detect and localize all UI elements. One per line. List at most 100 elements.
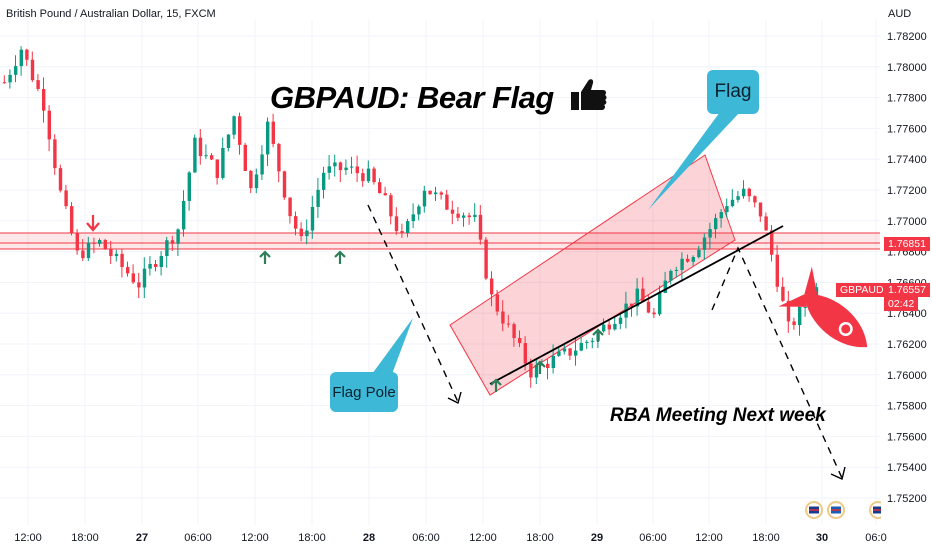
candle[interactable] (456, 207, 460, 222)
candle[interactable] (126, 261, 130, 277)
candle[interactable] (344, 159, 348, 175)
candle[interactable] (635, 278, 639, 316)
candle[interactable] (652, 307, 656, 318)
candle[interactable] (400, 223, 404, 238)
candle[interactable] (187, 170, 191, 211)
candle[interactable] (92, 237, 96, 254)
candle[interactable] (366, 160, 371, 184)
candle[interactable] (120, 248, 124, 278)
candle[interactable] (361, 168, 365, 187)
candle[interactable] (288, 197, 292, 224)
candle[interactable] (702, 233, 707, 260)
candle[interactable] (142, 257, 147, 299)
candle[interactable] (378, 178, 382, 194)
candle[interactable] (299, 222, 303, 242)
candle[interactable] (271, 113, 275, 148)
symbol-title[interactable]: British Pound / Australian Dollar, 15, F… (6, 8, 216, 20)
candle[interactable] (467, 212, 471, 225)
candle[interactable] (333, 154, 337, 177)
candle[interactable] (411, 203, 415, 229)
candle[interactable] (658, 285, 662, 317)
candle[interactable] (131, 264, 135, 284)
candle[interactable] (148, 256, 152, 276)
candle[interactable] (434, 186, 438, 201)
candle[interactable] (316, 177, 320, 218)
candle[interactable] (770, 224, 774, 262)
candle[interactable] (579, 336, 583, 352)
candle[interactable] (618, 313, 623, 330)
candle[interactable] (691, 255, 695, 266)
candle[interactable] (568, 347, 572, 360)
candle[interactable] (736, 191, 740, 203)
candle[interactable] (758, 202, 763, 222)
candle[interactable] (215, 159, 219, 185)
candle[interactable] (198, 128, 203, 165)
candle[interactable] (501, 300, 505, 332)
candle[interactable] (406, 218, 410, 238)
candle[interactable] (792, 317, 796, 330)
candle[interactable] (786, 291, 791, 333)
candle[interactable] (383, 186, 387, 196)
candle[interactable] (562, 344, 567, 355)
candle[interactable] (137, 272, 141, 299)
candle[interactable] (159, 251, 163, 276)
candle[interactable] (512, 322, 516, 347)
candle[interactable] (165, 236, 169, 268)
candle[interactable] (506, 314, 511, 328)
candle[interactable] (742, 180, 746, 199)
candle[interactable] (109, 240, 113, 265)
candle[interactable] (708, 222, 712, 249)
candle[interactable] (193, 134, 197, 173)
candle[interactable] (98, 238, 102, 247)
candle[interactable] (176, 228, 180, 256)
candle[interactable] (775, 245, 779, 293)
candle[interactable] (602, 318, 606, 333)
candle[interactable] (714, 213, 718, 239)
candle[interactable] (641, 277, 645, 303)
candle[interactable] (445, 189, 449, 211)
candle[interactable] (25, 48, 29, 66)
candle[interactable] (495, 290, 499, 316)
candle[interactable] (154, 259, 158, 272)
candle[interactable] (646, 294, 651, 314)
candle[interactable] (19, 46, 23, 76)
candle[interactable] (781, 277, 785, 302)
candle[interactable] (103, 238, 107, 250)
candle[interactable] (114, 249, 119, 262)
candle[interactable] (210, 153, 214, 160)
candle[interactable] (81, 239, 85, 262)
candle[interactable] (2, 75, 7, 84)
candle[interactable] (36, 74, 40, 92)
candle[interactable] (534, 358, 539, 385)
candle[interactable] (14, 55, 18, 83)
candle[interactable] (170, 235, 175, 252)
candle[interactable] (529, 358, 533, 388)
candle[interactable] (355, 155, 359, 183)
candle[interactable] (428, 190, 432, 195)
candle[interactable] (70, 202, 74, 236)
candle[interactable] (546, 359, 550, 380)
candle[interactable] (372, 166, 376, 185)
candle[interactable] (64, 184, 68, 210)
candle[interactable] (574, 338, 578, 366)
candle[interactable] (417, 204, 421, 221)
candle[interactable] (764, 212, 768, 231)
candle[interactable] (669, 269, 673, 285)
candle[interactable] (327, 155, 331, 180)
candle[interactable] (585, 339, 589, 349)
candle[interactable] (47, 105, 51, 152)
candle[interactable] (53, 134, 57, 175)
candle[interactable] (478, 204, 483, 245)
candle[interactable] (484, 237, 488, 281)
candle[interactable] (86, 236, 91, 261)
candle[interactable] (462, 212, 466, 227)
candlestick-series[interactable] (2, 46, 819, 388)
candle[interactable] (266, 117, 270, 166)
candle[interactable] (30, 51, 35, 83)
candle[interactable] (518, 330, 522, 348)
candle[interactable] (294, 211, 298, 236)
candle[interactable] (725, 198, 729, 218)
candle[interactable] (221, 137, 225, 180)
candle[interactable] (254, 168, 259, 194)
